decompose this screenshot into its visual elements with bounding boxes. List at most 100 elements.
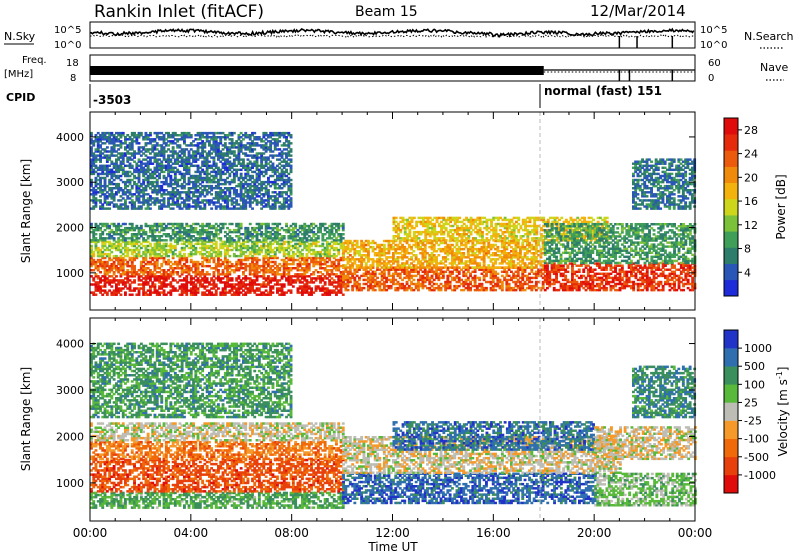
heatmap-cell (264, 271, 268, 274)
heatmap-cell (337, 291, 341, 294)
heatmap-cell (305, 285, 309, 288)
heatmap-cell (503, 270, 507, 274)
heatmap-cell (112, 237, 116, 240)
heatmap-cell (124, 262, 127, 266)
heatmap-cell (223, 235, 227, 238)
heatmap-cell (301, 289, 304, 292)
heatmap-cell (223, 254, 227, 258)
heatmap-cell (273, 273, 277, 276)
heatmap-cell (371, 247, 375, 251)
heatmap-cell (128, 289, 132, 292)
heatmap-cell (183, 233, 186, 236)
heatmap-cell (146, 293, 150, 296)
heatmap-cell (253, 240, 257, 244)
heatmap-cell (503, 222, 507, 226)
heatmap-cell (183, 230, 186, 234)
heatmap-cell (431, 222, 434, 226)
heatmap-cell (178, 239, 182, 242)
heatmap-cell (205, 273, 209, 276)
heatmap-cell (482, 254, 486, 257)
heatmap-cell (481, 235, 484, 238)
heatmap-cell (99, 228, 102, 232)
heatmap-cell (139, 242, 143, 246)
heatmap-cell (169, 283, 173, 286)
heatmap-cell (171, 262, 175, 266)
heatmap-cell (251, 260, 254, 264)
heatmap-cell (339, 258, 343, 262)
heatmap-cell (183, 285, 186, 288)
heatmap-cell (239, 224, 243, 228)
heatmap-cell (151, 291, 155, 294)
heatmap-cell (546, 218, 550, 222)
heatmap-cell (119, 273, 123, 276)
heatmap-cell (264, 239, 268, 242)
heatmap-cell (464, 282, 468, 286)
heatmap-cell (408, 216, 412, 220)
heatmap-cell (462, 226, 466, 230)
heatmap-cell (119, 230, 123, 234)
heatmap-cell (212, 285, 216, 288)
heatmap-cell (441, 256, 445, 259)
heatmap-cell (201, 228, 205, 232)
heatmap-cell (457, 245, 461, 249)
heatmap-cell (503, 218, 507, 222)
heatmap-cell (260, 233, 264, 236)
heatmap-cell (289, 256, 293, 260)
heatmap-cell (260, 248, 264, 252)
heatmap-cell (437, 268, 441, 271)
heatmap-cell (212, 224, 216, 228)
heatmap-cell (264, 233, 268, 236)
heatmap-cell (124, 283, 127, 286)
heatmap-cell (494, 230, 498, 234)
heatmap-cell (423, 256, 427, 259)
heatmap-cell (264, 237, 268, 240)
heatmap-cell (130, 233, 134, 236)
heatmap-cell (237, 239, 241, 242)
heatmap-cell (423, 276, 427, 280)
heatmap-cell (451, 266, 454, 269)
heatmap-cell (364, 278, 368, 282)
heatmap-cell (305, 287, 309, 290)
heatmap-cell (149, 242, 152, 246)
heatmap-cell (546, 220, 550, 224)
heatmap-cell (476, 222, 480, 226)
heatmap-cell (367, 260, 370, 263)
heatmap-cell (525, 266, 529, 269)
heatmap-cell (385, 247, 389, 251)
heatmap-cell (298, 262, 302, 266)
heatmap-cell (410, 252, 413, 255)
heatmap-cell (519, 276, 522, 280)
heatmap-cell (528, 258, 531, 261)
heatmap-cell (394, 228, 398, 232)
heatmap-cell (528, 218, 532, 222)
heatmap-cell (428, 286, 432, 290)
heatmap-cell (385, 280, 389, 284)
heatmap-cell (305, 254, 309, 258)
heatmap-cell (121, 273, 125, 276)
heatmap-cell (208, 293, 211, 296)
heatmap-cell (210, 230, 214, 234)
heatmap-cell (464, 272, 468, 276)
heatmap-cell (253, 275, 257, 278)
heatmap-cell (332, 279, 336, 282)
heatmap-cell (214, 254, 218, 258)
heatmap-cell (303, 277, 307, 280)
heatmap-cell (117, 228, 121, 232)
heatmap-cell (451, 262, 454, 265)
heatmap-cell (160, 222, 164, 226)
heatmap-cell (362, 250, 366, 253)
heatmap-cell (296, 242, 300, 246)
heatmap-cell (112, 281, 116, 284)
heatmap-cell (248, 273, 252, 276)
heatmap-cell (414, 284, 418, 288)
heatmap-cell (441, 284, 445, 288)
heatmap-cell (307, 250, 311, 254)
heatmap-cell (521, 268, 525, 271)
heatmap-cell (212, 256, 216, 260)
heatmap-cell (408, 235, 412, 238)
heatmap-cell (282, 275, 286, 278)
heatmap-cell (137, 240, 141, 244)
heatmap-cell (440, 237, 443, 240)
heatmap-cell (533, 233, 537, 236)
heatmap-cell (453, 256, 457, 259)
